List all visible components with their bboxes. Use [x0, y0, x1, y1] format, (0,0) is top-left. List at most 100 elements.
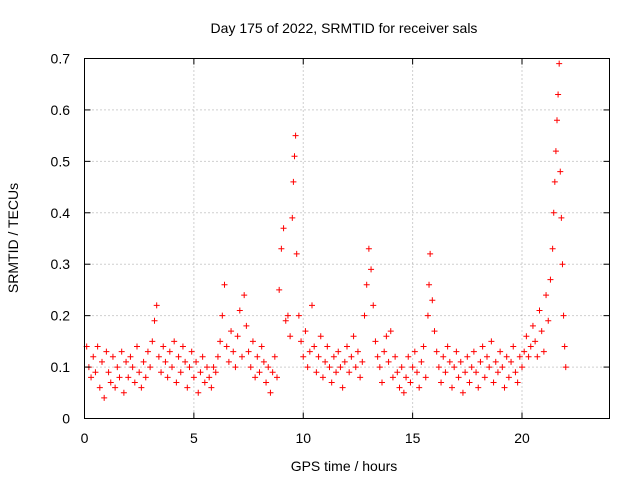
data-point	[538, 328, 545, 335]
data-point	[562, 364, 569, 371]
y-tick-label: 0	[62, 411, 70, 427]
data-point	[550, 209, 557, 216]
data-point	[457, 358, 464, 365]
data-point	[142, 374, 149, 381]
data-point	[477, 358, 484, 365]
data-point	[287, 333, 294, 340]
data-point	[129, 364, 136, 371]
data-point	[357, 374, 364, 381]
data-point	[276, 286, 283, 293]
data-point	[298, 338, 305, 345]
data-point	[444, 343, 451, 350]
data-point	[396, 384, 403, 391]
data-point	[376, 364, 383, 371]
data-point	[379, 379, 385, 386]
data-point	[214, 353, 221, 360]
data-point	[147, 364, 154, 371]
data-point	[274, 374, 280, 381]
x-tick-label: 0	[81, 430, 89, 446]
data-point	[433, 348, 440, 355]
data-point	[557, 168, 564, 175]
data-point	[536, 307, 543, 314]
data-point	[387, 328, 394, 335]
data-point	[510, 343, 517, 350]
data-point	[295, 312, 302, 319]
data-point	[361, 312, 368, 319]
data-point	[350, 333, 357, 340]
data-point	[315, 353, 322, 360]
data-point	[464, 353, 471, 360]
data-point	[258, 343, 265, 350]
data-point	[359, 358, 366, 365]
data-point	[212, 369, 219, 376]
data-point	[337, 364, 344, 371]
data-point	[549, 245, 556, 252]
data-point	[306, 348, 313, 355]
data-point	[263, 379, 270, 386]
data-point	[326, 364, 333, 371]
y-tick-label: 0.2	[51, 308, 71, 324]
data-point	[466, 379, 473, 386]
y-tick-label: 0.3	[51, 256, 71, 272]
data-point	[440, 353, 447, 360]
data-point	[529, 322, 536, 329]
data-point	[405, 353, 412, 360]
data-point	[317, 333, 324, 340]
data-point	[201, 379, 208, 386]
data-point	[499, 364, 506, 371]
x-tick-labels: 0 5 10 15 20	[81, 430, 530, 446]
data-point	[134, 343, 140, 350]
data-point	[136, 369, 143, 376]
data-point	[155, 353, 162, 360]
data-point	[153, 302, 160, 309]
data-point	[197, 369, 204, 376]
data-point	[144, 348, 151, 355]
data-point	[292, 132, 299, 139]
data-point	[90, 353, 97, 360]
data-point	[442, 369, 449, 376]
data-point	[381, 348, 388, 355]
data-point	[239, 353, 245, 360]
data-point	[420, 343, 427, 350]
data-point	[149, 338, 156, 345]
data-point	[311, 343, 318, 350]
x-tick-label: 20	[514, 430, 530, 446]
data-point	[125, 374, 132, 381]
x-axis-label: GPS time / hours	[291, 458, 398, 474]
data-point	[435, 364, 442, 371]
data-point	[118, 348, 125, 355]
data-point	[265, 364, 272, 371]
data-point	[322, 358, 329, 365]
data-points	[83, 60, 569, 401]
data-point	[282, 317, 289, 324]
data-point	[164, 374, 171, 381]
data-point	[403, 374, 410, 381]
data-point	[346, 369, 353, 376]
data-point	[206, 374, 213, 381]
data-point	[527, 343, 534, 350]
data-point	[109, 353, 116, 360]
data-point	[267, 389, 274, 396]
data-point	[555, 91, 562, 98]
data-point	[293, 250, 300, 257]
data-point	[107, 379, 114, 386]
y-axis-label: SRMTID / TECUs	[5, 183, 21, 293]
data-point	[221, 281, 228, 288]
data-point	[284, 312, 291, 319]
data-point	[289, 214, 296, 221]
data-point	[208, 384, 215, 391]
x-tick-label: 10	[295, 430, 311, 446]
data-point	[431, 328, 438, 335]
data-point	[140, 358, 147, 365]
data-point	[363, 281, 370, 288]
data-point	[481, 374, 488, 381]
data-point	[219, 312, 226, 319]
data-point	[348, 353, 355, 360]
data-point	[193, 358, 200, 365]
chart-title: Day 175 of 2022, SRMTID for receiver sal…	[211, 20, 478, 36]
data-point	[269, 369, 276, 376]
data-point	[486, 364, 493, 371]
data-point	[151, 317, 158, 324]
data-point	[190, 374, 197, 381]
data-point	[501, 384, 508, 391]
